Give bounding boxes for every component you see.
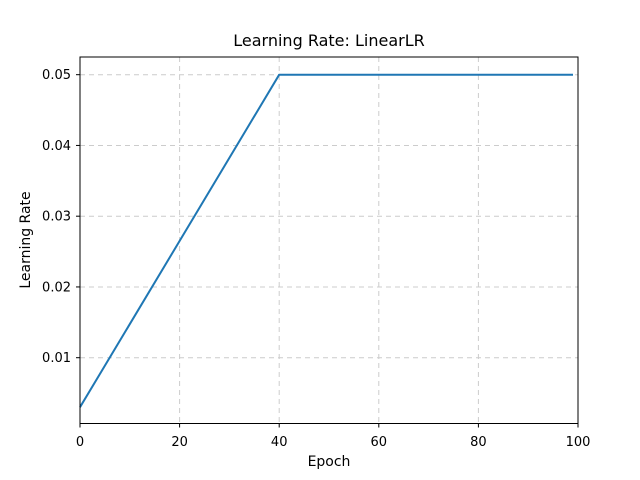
y-tick-label: 0.05	[42, 68, 71, 83]
y-axis-label: Learning Rate	[18, 191, 34, 288]
chart-title: Learning Rate: LinearLR	[233, 31, 424, 50]
x-tick-label: 80	[470, 435, 487, 450]
x-tick-label: 0	[76, 435, 84, 450]
x-tick-label: 20	[171, 435, 188, 450]
tick-marks	[76, 74, 579, 428]
y-tick-labels: 0.01 0.02 0.03 0.04 0.05	[42, 68, 71, 366]
gridlines	[79, 57, 579, 424]
x-axis-label: Epoch	[308, 454, 351, 470]
plot-border	[79, 56, 579, 424]
lr-line-series	[79, 73, 573, 408]
y-tick-label: 0.03	[42, 210, 71, 225]
y-tick-label: 0.02	[42, 280, 71, 295]
x-tick-labels: 0 20 40 60 80 100	[76, 435, 591, 450]
x-tick-label: 40	[271, 435, 288, 450]
x-tick-label: 100	[566, 435, 591, 450]
y-tick-label: 0.01	[42, 351, 71, 366]
x-tick-label: 60	[371, 435, 388, 450]
y-tick-label: 0.04	[42, 139, 71, 154]
